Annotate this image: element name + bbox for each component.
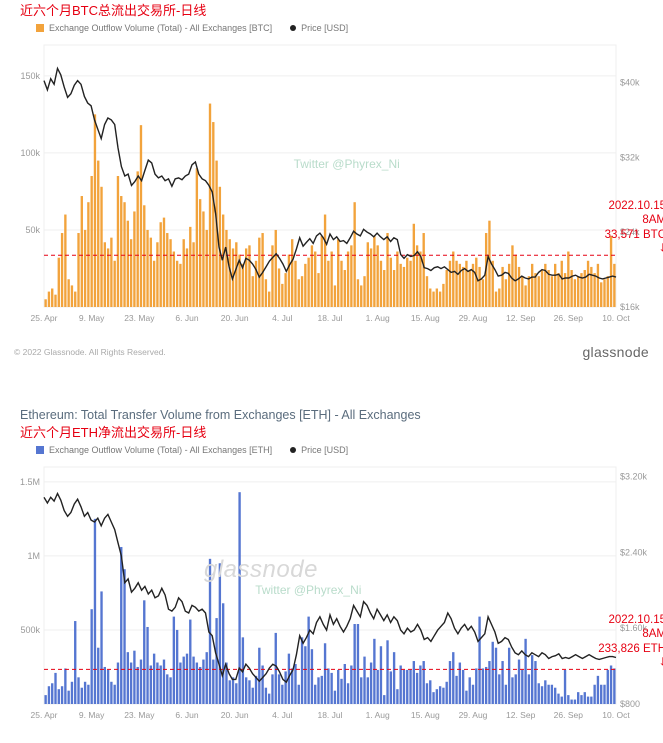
svg-text:1.5M: 1.5M (20, 477, 40, 487)
eth-legend-line-swatch (290, 447, 296, 453)
svg-text:100k: 100k (20, 148, 40, 158)
svg-text:50k: 50k (25, 225, 40, 235)
btc-legend-line-swatch (290, 25, 296, 31)
svg-text:$40k: $40k (620, 77, 640, 87)
btc-cn-title: 近六个月BTC总流出交易所-日线 (20, 0, 651, 19)
svg-text:500k: 500k (20, 625, 40, 635)
svg-text:9. May: 9. May (79, 710, 105, 720)
eth-legend-bar-label: Exchange Outflow Volume (Total) - All Ex… (49, 445, 272, 455)
svg-text:1. Aug: 1. Aug (366, 313, 390, 323)
svg-text:20. Jun: 20. Jun (221, 710, 249, 720)
svg-text:23. May: 23. May (124, 710, 155, 720)
eth-legend: Exchange Outflow Volume (Total) - All Ex… (36, 445, 651, 455)
btc-chart-block: 近六个月BTC总流出交易所-日线 Exchange Outflow Volume… (0, 0, 663, 360)
svg-text:9. May: 9. May (79, 313, 105, 323)
svg-text:$800: $800 (620, 699, 640, 709)
svg-text:20. Jun: 20. Jun (221, 313, 249, 323)
svg-text:26. Sep: 26. Sep (554, 710, 584, 720)
btc-chart-area: 50k 100k 150k $16k $24k $32k $40k 25. Apr 9. May… (12, 39, 652, 334)
btc-legend-bar-label: Exchange Outflow Volume (Total) - All Ex… (49, 23, 272, 33)
svg-text:29. Aug: 29. Aug (459, 313, 488, 323)
svg-text:12. Sep: 12. Sep (506, 313, 536, 323)
svg-text:6. Jun: 6. Jun (175, 313, 198, 323)
svg-text:4. Jul: 4. Jul (272, 313, 292, 323)
btc-legend-bar-swatch (36, 24, 44, 32)
svg-text:18. Jul: 18. Jul (317, 710, 342, 720)
eth-chart-area: 500k 1M 1.5M $800 $1.60k $2.40k $3.20k 25. Apr 9… (12, 461, 652, 731)
btc-svg: 50k 100k 150k $16k $24k $32k $40k 25. Apr 9. May… (12, 39, 652, 329)
svg-text:10. Oct: 10. Oct (602, 313, 630, 323)
svg-text:$2.40k: $2.40k (620, 547, 648, 557)
svg-text:$32k: $32k (620, 152, 640, 162)
svg-text:29. Aug: 29. Aug (459, 710, 488, 720)
svg-text:4. Jul: 4. Jul (272, 710, 292, 720)
eth-en-title: Ethereum: Total Transfer Volume from Exc… (20, 408, 651, 422)
svg-text:10. Oct: 10. Oct (602, 710, 630, 720)
svg-text:25. Apr: 25. Apr (31, 710, 58, 720)
svg-text:26. Sep: 26. Sep (554, 313, 584, 323)
copyright: © 2022 Glassnode. All Rights Reserved. (14, 347, 166, 357)
svg-text:1M: 1M (27, 551, 40, 561)
eth-chart-block: Ethereum: Total Transfer Volume from Exc… (0, 408, 663, 731)
svg-text:$16k: $16k (620, 302, 640, 312)
svg-text:6. Jun: 6. Jun (175, 710, 198, 720)
eth-cn-title: 近六个月ETH净流出交易所-日线 (20, 422, 651, 441)
brand: glassnode (582, 344, 649, 360)
svg-text:$24k: $24k (620, 227, 640, 237)
svg-text:15. Aug: 15. Aug (411, 710, 440, 720)
eth-legend-line-label: Price [USD] (301, 445, 348, 455)
svg-text:18. Jul: 18. Jul (317, 313, 342, 323)
svg-text:150k: 150k (20, 71, 40, 81)
svg-text:1. Aug: 1. Aug (366, 710, 390, 720)
eth-legend-bar-swatch (36, 446, 44, 454)
svg-text:15. Aug: 15. Aug (411, 313, 440, 323)
eth-svg: 500k 1M 1.5M $800 $1.60k $2.40k $3.20k 25. Apr 9… (12, 461, 652, 726)
svg-text:$3.20k: $3.20k (620, 471, 648, 481)
svg-text:$1.60k: $1.60k (620, 623, 648, 633)
svg-text:23. May: 23. May (124, 313, 155, 323)
btc-legend: Exchange Outflow Volume (Total) - All Ex… (36, 23, 651, 33)
btc-footer: © 2022 Glassnode. All Rights Reserved. g… (14, 344, 649, 360)
btc-legend-line-label: Price [USD] (301, 23, 348, 33)
svg-text:12. Sep: 12. Sep (506, 710, 536, 720)
svg-text:25. Apr: 25. Apr (31, 313, 58, 323)
